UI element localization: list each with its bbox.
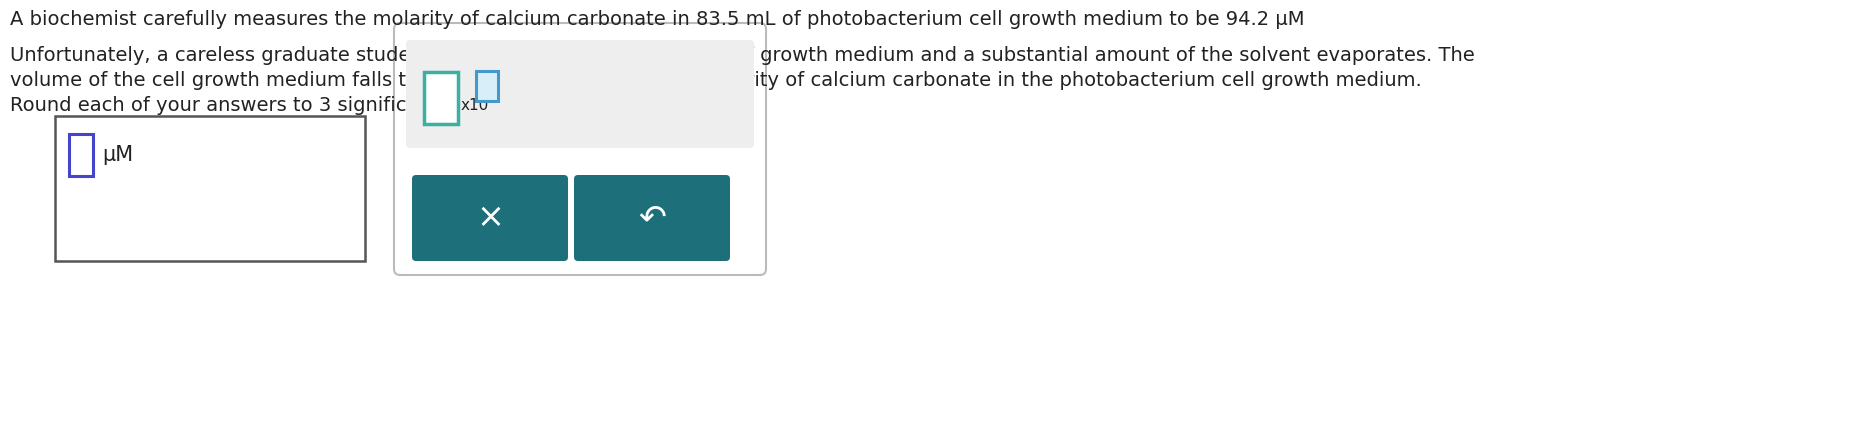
FancyBboxPatch shape xyxy=(56,116,365,261)
FancyBboxPatch shape xyxy=(406,40,754,148)
Text: volume of the cell growth medium falls to 17.1 mL. Calculate the new molarity of: volume of the cell growth medium falls t… xyxy=(9,71,1422,90)
Text: Unfortunately, a careless graduate student forgets to cover the container of gro: Unfortunately, a careless graduate stude… xyxy=(9,46,1474,65)
Text: ↶: ↶ xyxy=(638,202,666,235)
FancyBboxPatch shape xyxy=(573,175,730,261)
FancyBboxPatch shape xyxy=(69,134,93,176)
FancyBboxPatch shape xyxy=(476,70,499,101)
FancyBboxPatch shape xyxy=(411,175,568,261)
Text: ×: × xyxy=(476,202,504,235)
Text: A biochemist carefully measures the molarity of calcium carbonate in 83.5 mL of : A biochemist carefully measures the mola… xyxy=(9,10,1305,29)
Text: x10: x10 xyxy=(462,98,489,113)
Text: Round each of your answers to 3 significant digits.: Round each of your answers to 3 signific… xyxy=(9,96,504,115)
FancyBboxPatch shape xyxy=(424,72,458,124)
Text: μM: μM xyxy=(102,145,134,165)
FancyBboxPatch shape xyxy=(395,23,767,275)
